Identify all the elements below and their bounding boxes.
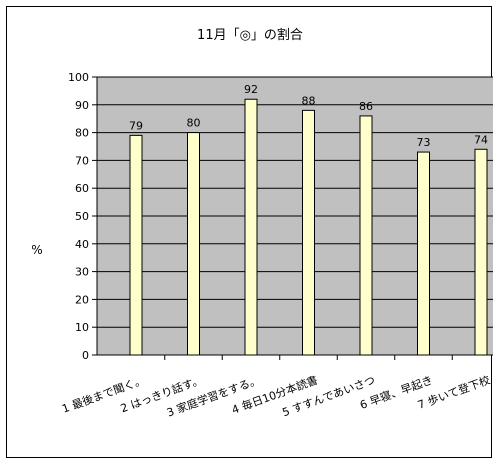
data-label: 92 (244, 83, 258, 96)
y-tick-label: 90 (75, 99, 89, 112)
y-tick-label: 20 (75, 293, 89, 306)
data-label: 86 (359, 100, 373, 113)
y-tick-label: 60 (75, 182, 89, 195)
y-tick-label: 100 (68, 71, 89, 84)
y-tick-label: 40 (75, 238, 89, 251)
y-tick-label: 80 (75, 127, 89, 140)
y-tick-label: 70 (75, 154, 89, 167)
bar (302, 109, 315, 356)
bar (359, 115, 373, 356)
bar (474, 148, 488, 356)
y-axis-label: % (31, 243, 42, 257)
bar (129, 134, 143, 356)
bar-chart: 11月「◎」の割合 % 0 10 20 30 40 50 60 70 80 90 100 79 80 92… (31, 27, 493, 420)
y-tick-label: 10 (75, 321, 89, 334)
y-tick-label: 30 (75, 266, 89, 279)
bar (417, 151, 430, 356)
x-tick-label: 3 家庭学習をする。 (165, 373, 262, 420)
y-tick-label: 0 (82, 349, 89, 362)
chart-frame: 11月「◎」の割合 % 0 10 20 30 40 50 60 70 80 90 100 79 80 92… (6, 6, 493, 458)
y-tick-label: 50 (75, 210, 89, 223)
data-label: 73 (417, 136, 431, 149)
data-label: 79 (129, 119, 143, 132)
data-label: 88 (302, 94, 316, 107)
bar (244, 98, 258, 356)
data-label: 80 (187, 117, 201, 130)
chart-title: 11月「◎」の割合 (197, 27, 303, 43)
data-label: 74 (474, 133, 488, 146)
bar (187, 132, 200, 356)
